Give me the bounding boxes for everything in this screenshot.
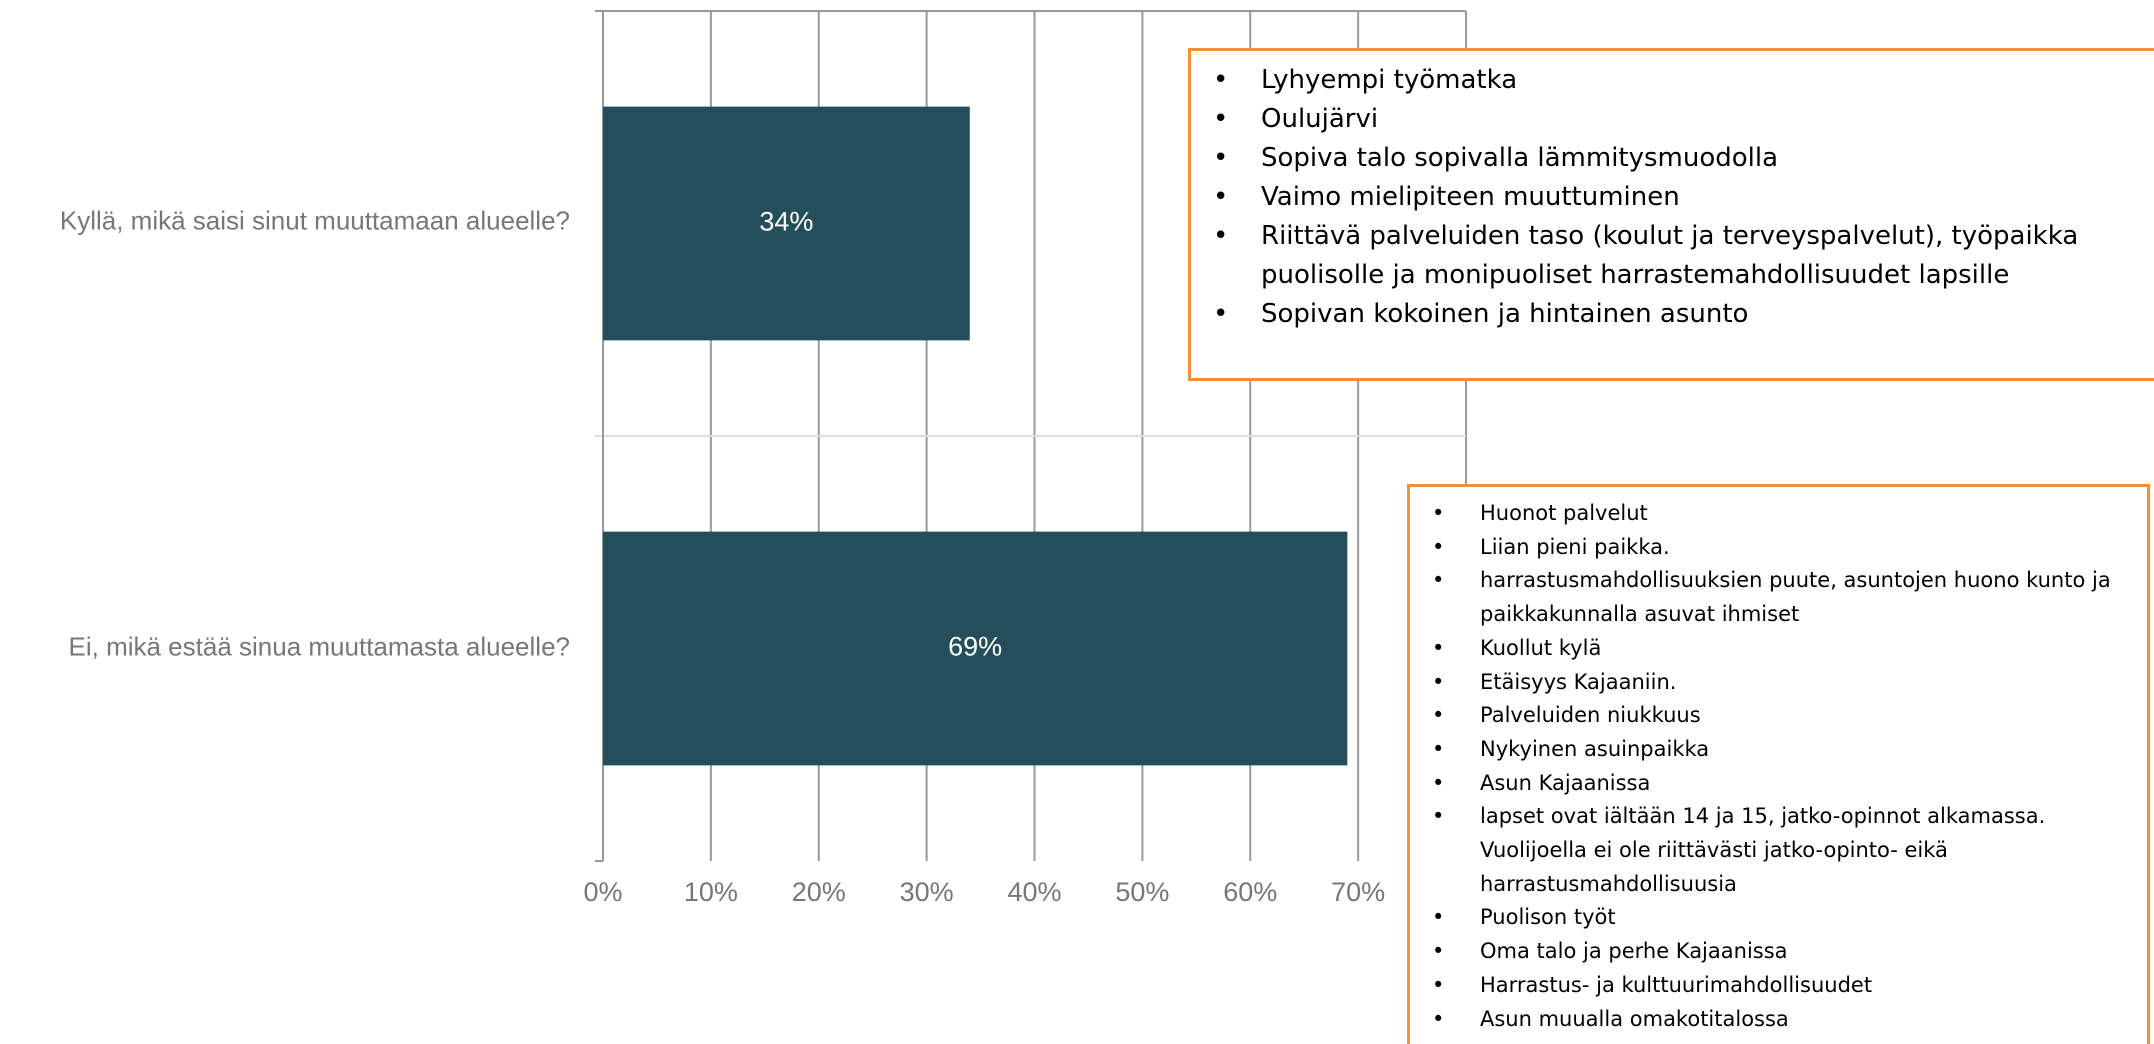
x-tick-label: 60% [1223, 877, 1277, 907]
note-item: Kuollut kylä [1432, 632, 2120, 666]
note-item: Vaimo mielipiteen muuttuminen [1213, 178, 2091, 217]
x-tick-label: 0% [583, 877, 622, 907]
x-tick-label: 20% [792, 877, 846, 907]
x-tick-label: 70% [1331, 877, 1385, 907]
note-box: Lyhyempi työmatkaOulujärviSopiva talo so… [1188, 48, 2154, 381]
note-item: Puolison työt [1432, 901, 2120, 935]
note-item: Asun Kajaanissa [1432, 767, 2120, 801]
note-item: Liian pieni paikka. [1432, 531, 2120, 565]
note-item: lapset ovat iältään 14 ja 15, jatko-opin… [1432, 800, 2120, 901]
note-list: Huonot palvelutLiian pieni paikka.harras… [1432, 497, 2147, 1037]
note-item: Huonot palvelut [1432, 497, 2120, 531]
x-tick-label: 30% [900, 877, 954, 907]
y-tick-label: Ei, mikä estää sinua muuttamasta alueell… [69, 631, 571, 661]
note-item: Lyhyempi työmatka [1213, 61, 2091, 100]
note-item: Oulujärvi [1213, 100, 2091, 139]
x-tick-label: 50% [1115, 877, 1169, 907]
data-label: 69% [948, 632, 1002, 662]
note-item: harrastusmahdollisuuksien puute, asuntoj… [1432, 564, 2120, 631]
x-tick-label: 40% [1007, 877, 1061, 907]
note-item: Asun muualla omakotitalossa [1432, 1003, 2120, 1037]
note-item: Palveluiden niukkuus [1432, 699, 2120, 733]
note-item: Riittävä palveluiden taso (koulut ja ter… [1213, 217, 2091, 295]
note-box: Huonot palvelutLiian pieni paikka.harras… [1407, 484, 2150, 1044]
x-tick-label: 10% [684, 877, 738, 907]
note-item: Sopivan kokoinen ja hintainen asunto [1213, 295, 2091, 334]
data-label: 34% [759, 207, 813, 237]
note-item: Harrastus- ja kulttuurimahdollisuudet [1432, 969, 2120, 1003]
note-item: Nykyinen asuinpaikka [1432, 733, 2120, 767]
note-list: Lyhyempi työmatkaOulujärviSopiva talo so… [1213, 61, 2154, 334]
bar [603, 106, 970, 341]
bar [603, 531, 1348, 766]
note-item: Oma talo ja perhe Kajaanissa [1432, 935, 2120, 969]
y-tick-label: Kyllä, mikä saisi sinut muuttamaan aluee… [60, 205, 570, 235]
note-item: Sopiva talo sopivalla lämmitysmuodolla [1213, 139, 2091, 178]
note-item: Etäisyys Kajaaniin. [1432, 666, 2120, 700]
